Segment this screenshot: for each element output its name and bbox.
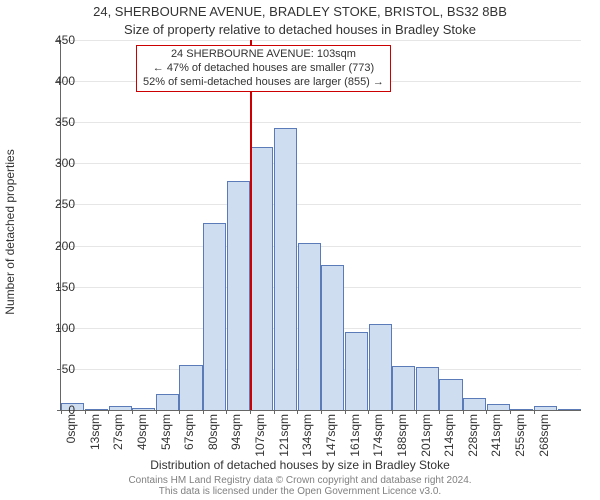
histogram-bar [109, 406, 132, 410]
x-tick-mark [463, 410, 464, 414]
histogram-bar [227, 181, 250, 410]
footer-line: Contains HM Land Registry data © Crown c… [0, 475, 600, 486]
x-tick-mark [85, 410, 86, 414]
x-tick-mark [156, 410, 157, 414]
x-tick-mark [392, 410, 393, 414]
x-tick-label: 80sqm [206, 414, 220, 459]
x-tick-mark [274, 410, 275, 414]
x-tick-mark [439, 410, 440, 414]
x-tick-label: 40sqm [135, 414, 149, 459]
x-tick-mark [321, 410, 322, 414]
x-tick-label: 174sqm [371, 414, 385, 459]
x-tick-mark [345, 410, 346, 414]
histogram-bar [321, 265, 344, 410]
chart-container: 24, SHERBOURNE AVENUE, BRADLEY STOKE, BR… [0, 0, 600, 500]
gridline [61, 163, 581, 164]
x-tick-label: 255sqm [513, 414, 527, 459]
footer-line: This data is licensed under the Open Gov… [0, 486, 600, 497]
x-tick-label: 121sqm [277, 414, 291, 459]
x-tick-label: 268sqm [537, 414, 551, 459]
x-tick-label: 27sqm [111, 414, 125, 459]
y-tick-label: 300 [25, 156, 75, 170]
x-tick-mark [108, 410, 109, 414]
y-tick-label: 50 [25, 362, 75, 376]
y-axis-label: Number of detached properties [3, 149, 17, 314]
x-tick-label: 67sqm [182, 414, 196, 459]
y-tick-label: 200 [25, 239, 75, 253]
y-tick-label: 350 [25, 115, 75, 129]
y-tick-label: 150 [25, 280, 75, 294]
histogram-bar [132, 408, 155, 410]
callout-line: ← 47% of detached houses are smaller (77… [143, 62, 384, 76]
x-tick-label: 188sqm [395, 414, 409, 459]
histogram-bar [274, 128, 297, 410]
histogram-bar [534, 406, 557, 410]
x-tick-label: 214sqm [442, 414, 456, 459]
x-tick-mark [250, 410, 251, 414]
histogram-bar [392, 366, 415, 410]
chart-title-main: 24, SHERBOURNE AVENUE, BRADLEY STOKE, BR… [0, 4, 600, 19]
gridline [61, 204, 581, 205]
callout-line: 24 SHERBOURNE AVENUE: 103sqm [143, 48, 384, 62]
x-tick-mark [534, 410, 535, 414]
callout-line: 52% of semi-detached houses are larger (… [143, 76, 384, 90]
y-tick-label: 450 [25, 33, 75, 47]
callout-box: 24 SHERBOURNE AVENUE: 103sqm← 47% of det… [136, 45, 391, 92]
chart-title-sub: Size of property relative to detached ho… [0, 22, 600, 37]
reference-line [250, 40, 252, 410]
histogram-bar [487, 404, 510, 410]
x-tick-label: 134sqm [300, 414, 314, 459]
histogram-bar [298, 243, 321, 410]
x-tick-label: 13sqm [88, 414, 102, 459]
x-tick-mark [486, 410, 487, 414]
histogram-bar [369, 324, 392, 410]
histogram-bar [558, 409, 581, 410]
histogram-bar [463, 398, 486, 410]
histogram-bar [156, 394, 179, 410]
y-tick-label: 400 [25, 74, 75, 88]
chart-footer: Contains HM Land Registry data © Crown c… [0, 475, 600, 497]
x-tick-mark [132, 410, 133, 414]
x-tick-label: 147sqm [324, 414, 338, 459]
gridline [61, 40, 581, 41]
x-tick-label: 94sqm [229, 414, 243, 459]
chart-plot-area: 24 SHERBOURNE AVENUE: 103sqm← 47% of det… [60, 40, 581, 411]
x-tick-label: 241sqm [489, 414, 503, 459]
y-tick-label: 250 [25, 197, 75, 211]
y-tick-label: 100 [25, 321, 75, 335]
gridline [61, 246, 581, 247]
histogram-bar [179, 365, 202, 410]
x-tick-label: 161sqm [348, 414, 362, 459]
x-tick-label: 54sqm [159, 414, 173, 459]
x-tick-mark [297, 410, 298, 414]
x-tick-label: 0sqm [64, 414, 78, 459]
histogram-bar [250, 147, 273, 410]
x-tick-label: 107sqm [253, 414, 267, 459]
histogram-bar [203, 223, 226, 410]
x-tick-mark [203, 410, 204, 414]
x-tick-label: 201sqm [419, 414, 433, 459]
histogram-bar [345, 332, 368, 410]
x-tick-mark [368, 410, 369, 414]
histogram-bar [510, 409, 533, 410]
histogram-bar [439, 379, 462, 410]
x-tick-label: 228sqm [466, 414, 480, 459]
x-tick-mark [226, 410, 227, 414]
x-tick-mark [416, 410, 417, 414]
x-axis-label: Distribution of detached houses by size … [0, 458, 600, 472]
x-tick-mark [179, 410, 180, 414]
gridline [61, 122, 581, 123]
histogram-bar [85, 409, 108, 410]
x-tick-mark [510, 410, 511, 414]
histogram-bar [416, 367, 439, 410]
